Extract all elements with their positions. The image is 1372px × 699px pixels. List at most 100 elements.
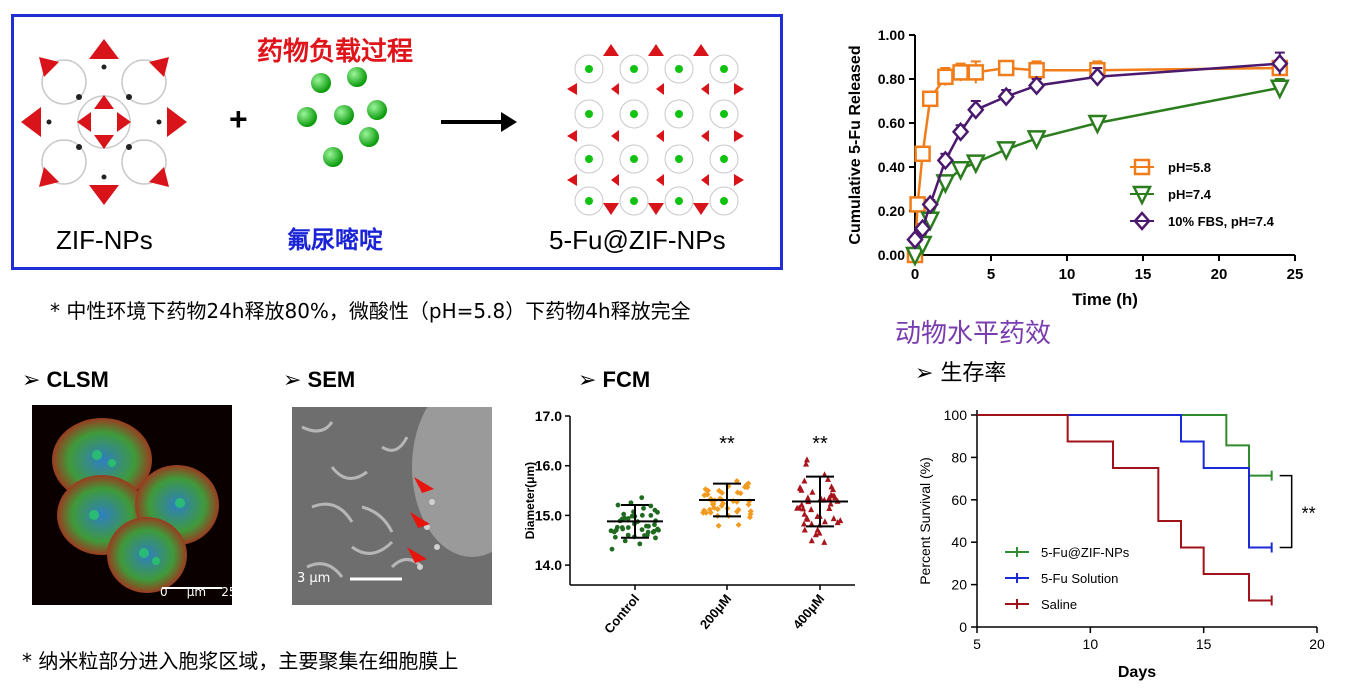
fcm-data-point [800,505,807,512]
fcm-data-point [652,507,658,513]
release-data-point [935,174,956,195]
survival-x-tick-label: 5 [973,636,981,652]
release-x-tick-label: 5 [987,266,995,283]
fcm-data-point [734,489,741,496]
fcm-data-point [837,517,844,524]
release-data-point [1087,114,1108,135]
release-chart: 0.00 0.20 0.40 0.60 0.80 1.00 0 5 10 15 20 25 Time (… [847,27,1303,309]
fcm-data-point [809,488,816,495]
release-x-tick-label: 10 [1059,266,1076,283]
survival-x-axis-label: Days [1118,664,1156,681]
fcm-data-point [735,521,742,528]
survival-section-title: ➢ 生存率 [915,361,1007,386]
fcm-data-point [706,506,713,513]
survival-legend-label: 5-Fu Solution [1041,571,1118,586]
fcm-data-point [710,500,717,507]
fcm-data-point [733,477,740,484]
fcm-data-point [808,520,815,527]
fcm-data-point [619,525,625,530]
fcm-y-tick-label: 15.0 [535,507,562,523]
release-series-line [913,62,1280,241]
clsm-scale-bar-label: 0 μm 25 [160,585,232,599]
fcm-significance-mark: ** [719,433,735,455]
survival-y-tick-label: 40 [951,534,967,550]
fcm-data-point [734,508,741,515]
fcm-data-point [798,486,805,493]
fcm-data-point [821,538,828,545]
survival-y-tick-label: 0 [959,619,967,635]
zif-nps-illustration [21,39,187,205]
fcm-x-tick-label: 200μM [697,591,735,632]
release-data-point [996,141,1017,162]
survival-legend-label: 5-Fu@ZIF-NPs [1041,545,1130,560]
fcm-data-point [621,511,627,517]
release-data-point [1027,75,1046,96]
fcm-data-point [830,485,837,492]
fcm-data-point [639,527,645,533]
sem-image: 3 μm [292,407,492,605]
fcm-data-point [794,504,801,511]
release-data-point [1026,130,1047,151]
fcm-data-point [644,532,650,538]
fcm-data-point [812,531,819,538]
survival-series-line [977,414,1272,549]
fcm-data-point [826,504,833,511]
fcm-data-point [648,513,654,518]
fcm-data-point [622,538,628,544]
survival-significance-bracket [1279,474,1293,549]
fcm-data-point [639,495,645,501]
fcm-data-point [814,513,821,520]
process-title: 药物负载过程 [257,37,414,67]
loaded-nps-label: 5-Fu@ZIF-NPs [549,225,726,255]
release-data-point [936,150,955,171]
fcm-x-tick-label: 400μM [790,591,828,632]
release-data-point [950,160,971,181]
fcm-data-point [834,519,841,526]
cell-uptake-note: * 纳米粒部分进入胞浆区域，主要聚集在细胞膜上 [22,649,459,673]
fcm-data-point [716,487,723,494]
release-note: * 中性环境下药物24h释放80%，微酸性（pH=5.8）下药物4h释放完全 [50,299,691,323]
release-data-point [914,145,931,163]
fcm-data-point [821,518,828,525]
fcm-data-point [637,541,643,547]
fcm-data-point [639,512,645,518]
survival-y-tick-label: 100 [944,407,968,423]
fcm-data-point [800,520,807,527]
fcm-data-point [803,456,810,463]
fcm-data-point [733,498,740,505]
release-legend-label: pH=5.8 [1168,160,1211,175]
fcm-data-point [718,502,725,509]
fcm-data-point [656,527,661,533]
release-y-tick-label: 0.60 [878,115,905,131]
fcm-y-axis-label: Diameter(μm) [523,462,537,539]
survival-series-line [977,414,1272,602]
fcm-data-point [746,514,753,521]
fcm-data-point [702,486,709,493]
fcm-data-point [625,525,631,530]
release-legend-label: pH=7.4 [1168,187,1212,202]
survival-x-tick-label: 20 [1309,636,1325,652]
fcm-data-point [826,494,833,501]
fcm-data-point [801,526,808,533]
release-data-point [967,64,985,81]
release-data-point [1271,53,1289,74]
drug-name-label: 氟尿嘧啶 [287,226,383,254]
fcm-x-tick-label: Control [601,591,642,636]
sem-scale-bar-label: 3 μm [297,571,331,586]
fcm-data-point [643,523,649,529]
release-data-point [913,218,932,239]
fcm-data-point [803,460,810,467]
release-data-point [1269,79,1290,100]
release-x-tick-label: 15 [1135,266,1152,283]
release-y-tick-label: 0.20 [878,203,905,219]
zif-nps-label: ZIF-NPs [56,225,153,255]
release-data-point [937,68,954,86]
release-data-point [965,154,986,175]
fcm-y-tick-label: 14.0 [535,557,562,573]
fcm-section-title: ➢ FCM [578,367,651,392]
release-y-axis-label: Cumulative 5-Fu Released [847,45,864,244]
fcm-data-point [830,515,837,522]
release-data-point [967,99,985,120]
fcm-data-point [824,475,831,482]
fcm-data-point [611,529,617,535]
